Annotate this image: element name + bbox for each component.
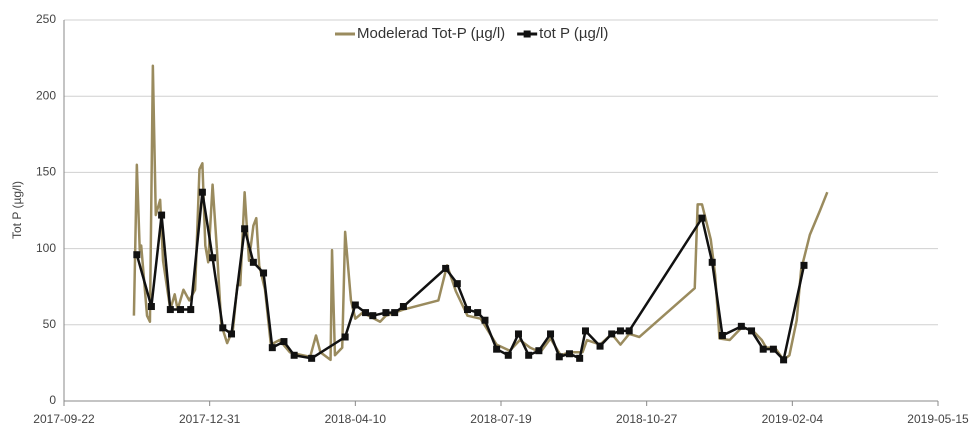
marker: [565, 350, 573, 358]
marker: [453, 280, 461, 288]
marker: [369, 312, 377, 320]
marker: [177, 306, 185, 314]
marker: [555, 353, 563, 361]
y-axis-label: Tot P (µg/l): [10, 181, 24, 239]
x-tick-label: 2018-10-27: [616, 412, 678, 426]
marker: [228, 330, 236, 338]
marker: [698, 214, 706, 222]
marker: [474, 309, 482, 317]
marker: [442, 264, 450, 272]
marker: [133, 251, 141, 259]
y-tick-label: 0: [49, 393, 56, 407]
x-tick-label: 2019-02-04: [762, 412, 824, 426]
series-line: [132, 64, 829, 362]
marker: [209, 254, 217, 262]
marker: [581, 327, 589, 335]
marker: [308, 354, 316, 362]
marker: [219, 324, 227, 332]
marker: [249, 258, 257, 266]
marker: [769, 345, 777, 353]
marker: [268, 344, 276, 352]
marker: [481, 316, 489, 324]
marker: [463, 306, 471, 314]
x-tick-label: 2017-09-22: [33, 412, 95, 426]
marker: [547, 330, 555, 338]
marker: [166, 306, 174, 314]
marker: [596, 342, 604, 350]
x-tick-label: 2017-12-31: [179, 412, 241, 426]
y-tick-label: 150: [36, 165, 56, 179]
x-tick-label: 2019-05-15: [907, 412, 969, 426]
legend-label: Modelerad Tot-P (µg/l): [357, 25, 505, 42]
marker: [362, 309, 370, 317]
marker: [708, 258, 716, 266]
marker: [241, 225, 249, 233]
marker: [493, 345, 501, 353]
marker: [341, 333, 349, 341]
marker: [290, 351, 298, 359]
y-tick-label: 200: [36, 88, 56, 102]
legend-label: tot P (µg/l): [539, 25, 608, 42]
marker: [759, 345, 767, 353]
y-tick-label: 50: [43, 317, 57, 331]
marker: [187, 306, 195, 314]
marker: [391, 309, 399, 317]
marker: [616, 327, 624, 335]
marker: [399, 303, 407, 311]
marker: [625, 327, 633, 335]
marker: [198, 188, 206, 196]
marker: [576, 354, 584, 362]
marker: [718, 331, 726, 339]
marker: [504, 351, 512, 359]
marker: [525, 351, 533, 359]
marker: [158, 211, 166, 219]
marker: [147, 303, 155, 311]
marker: [382, 309, 390, 317]
y-tick-label: 250: [36, 12, 56, 26]
marker: [748, 327, 756, 335]
x-tick-label: 2018-04-10: [325, 412, 387, 426]
marker: [780, 356, 788, 364]
y-tick-label: 100: [36, 241, 56, 255]
series-line: [135, 190, 806, 362]
marker: [514, 330, 522, 338]
marker: [280, 338, 288, 346]
marker: [737, 322, 745, 330]
marker: [260, 269, 268, 277]
marker: [351, 301, 359, 309]
marker: [608, 330, 616, 338]
marker: [535, 347, 543, 355]
marker: [800, 261, 808, 269]
x-tick-label: 2018-07-19: [470, 412, 532, 426]
legend-marker: [523, 30, 531, 38]
